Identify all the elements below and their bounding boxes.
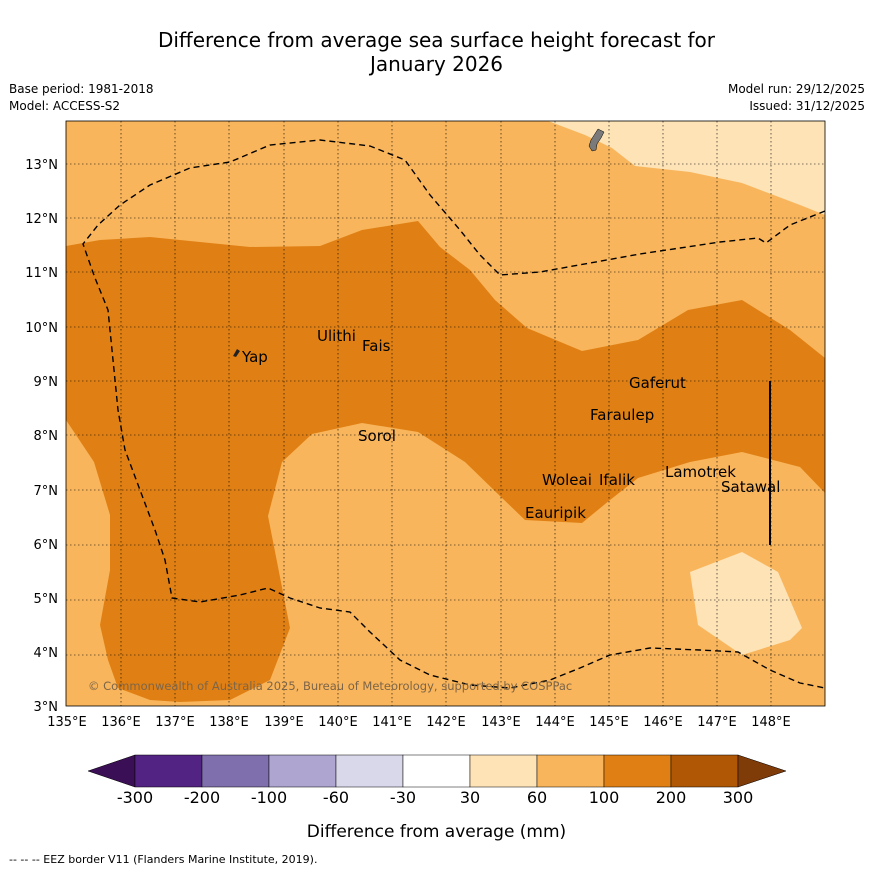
colorbar-tick-label: -60 [323,788,349,807]
meta-left: Base period: 1981-2018 Model: ACCESS-S2 [9,81,154,115]
place-labels: Yap Ulithi Fais Sorol Gaferut Faraulep W… [241,327,780,522]
colorbar-segment [469,754,538,788]
colorbar-tick-label: -100 [251,788,287,807]
model-name: Model: ACCESS-S2 [9,99,121,113]
colorbar-tick-label: 100 [589,788,620,807]
lon-tick-label: 136°E [101,715,141,730]
lon-tick-label: 139°E [264,715,304,730]
guam-island [588,128,605,152]
lon-tick-label: 141°E [372,715,412,730]
anomaly-30-60-region-southeast [690,552,802,655]
colorbar-tick-label: 60 [527,788,547,807]
lon-tick-label: 147°E [697,715,737,730]
colorbar-tick-label: 200 [656,788,687,807]
place-label: Faraulep [590,406,654,424]
title-line-1: Difference from average sea surface heig… [157,28,716,52]
place-label: Woleai [542,471,592,489]
colorbar-max-arrow [737,754,787,788]
lon-tick-label: 144°E [535,715,575,730]
place-label: Ulithi [317,327,356,345]
lat-tick-label: 10°N [25,321,58,336]
anomaly-30-60-region-north [548,121,825,215]
colorbar-segment [268,754,337,788]
lon-tick-label: 135°E [47,715,87,730]
place-label: Lamotrek [665,463,736,481]
lat-tick-label: 5°N [34,592,59,607]
lat-tick-label: 9°N [34,375,59,390]
colorbar-segment [670,754,739,788]
lon-tick-label: 140°E [318,715,358,730]
meta-right: Model run: 29/12/2025 Issued: 31/12/2025 [728,81,865,115]
colorbar-tick-label: 30 [460,788,480,807]
anomaly-100-200-region [66,221,825,702]
colorbar-tick-label: 300 [723,788,754,807]
colorbar-segment [536,754,605,788]
issued-date: Issued: 31/12/2025 [749,99,865,113]
title-line-2: January 2026 [369,52,504,76]
colorbar-label: Difference from average (mm) [306,822,567,842]
colorbar-tick-label: -200 [184,788,220,807]
model-run: Model run: 29/12/2025 [727,82,865,96]
place-label: Ifalik [599,471,635,489]
lon-tick-label: 142°E [426,715,466,730]
yap-island [233,349,240,357]
place-label: Gaferut [629,374,686,392]
gridlines [66,121,825,706]
colorbar-tick-label: -30 [390,788,416,807]
lon-tick-label: 137°E [155,715,195,730]
lat-tick-label: 3°N [34,700,59,715]
lat-tick-label: 12°N [25,212,58,227]
lon-tick-label: 145°E [589,715,629,730]
lon-axis: 135°E 136°E 137°E 138°E 139°E 140°E 141°… [47,715,791,730]
colorbar-segment [201,754,270,788]
colorbar-segment [603,754,672,788]
place-label: Satawal [721,478,780,496]
map-frame [65,120,826,707]
lon-tick-label: 143°E [481,715,521,730]
lon-tick-label: 148°E [751,715,791,730]
lat-tick-label: 11°N [25,266,58,281]
colorbar-min-arrow [87,754,136,788]
base-period: Base period: 1981-2018 [9,82,154,96]
colorbar-segment [134,754,203,788]
lat-tick-label: 7°N [34,484,59,499]
colorbar-segment [335,754,404,788]
chart-title: Difference from average sea surface heig… [0,28,873,76]
copyright-text: © Commonwealth of Australia 2025, Bureau… [88,679,572,693]
lat-tick-label: 4°N [34,646,59,661]
place-label: Yap [241,348,268,366]
eez-footnote: -- -- -- EEZ border V11 (Flanders Marine… [9,853,318,866]
lat-tick-label: 6°N [34,538,59,553]
lat-tick-label: 13°N [25,158,58,173]
colorbar-tick-label: -300 [117,788,153,807]
lat-tick-label: 8°N [34,429,59,444]
lat-axis: 3°N 4°N 5°N 6°N 7°N 8°N 9°N 10°N 11°N 12… [25,158,58,715]
colorbar-segment [402,754,471,788]
colorbar: -300 -200 -100 -60 -30 30 60 100 200 300 [87,754,787,807]
lon-tick-label: 138°E [209,715,249,730]
map-area [66,121,825,706]
place-label: Eauripik [525,504,586,522]
place-label: Sorol [358,427,396,445]
lon-tick-label: 146°E [643,715,683,730]
place-label: Fais [362,337,391,355]
